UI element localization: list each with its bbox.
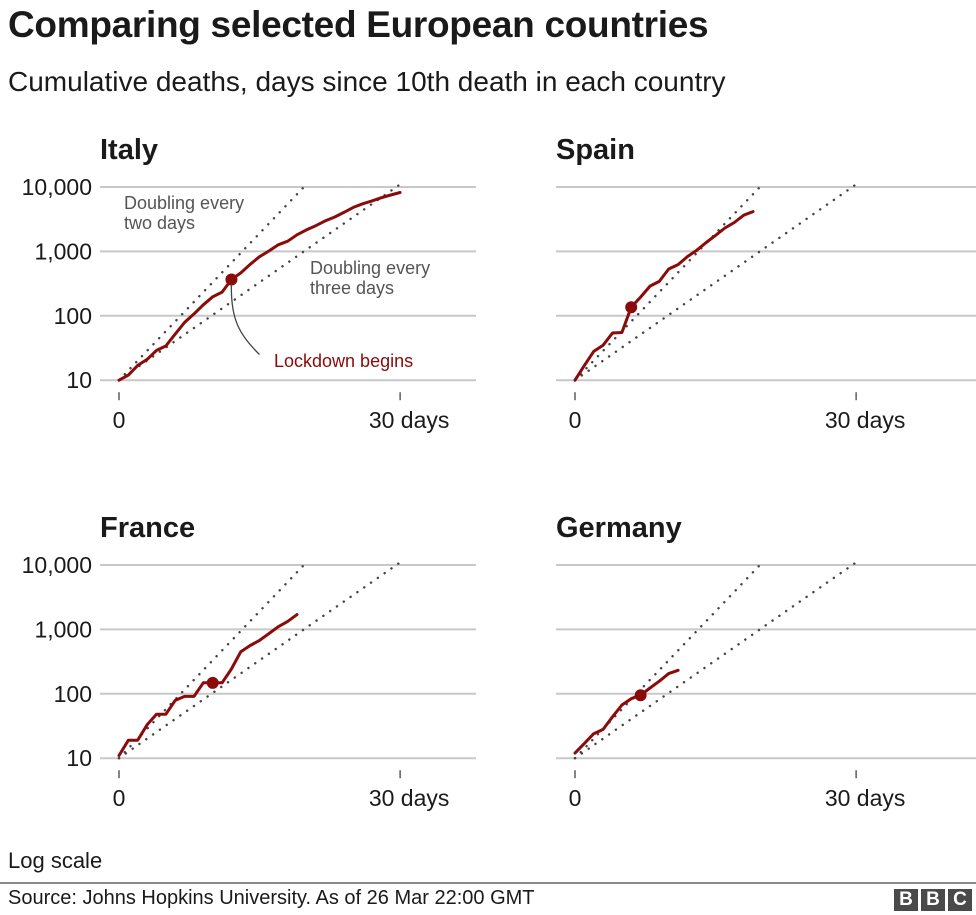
x-tick-label: 0 [569, 407, 582, 433]
x-tick-label: 30 days [369, 407, 450, 433]
x-tick-label: 0 [569, 785, 582, 811]
doubling-three-days-guide [573, 559, 861, 760]
y-tick-label: 1,000 [34, 616, 92, 642]
x-tick-label: 0 [113, 785, 126, 811]
annotation-two-days: two days [124, 213, 195, 233]
bbc-logo-letter: B [921, 889, 945, 911]
lockdown-marker [634, 689, 647, 702]
panel-germany: Germany 0 30 days [556, 512, 976, 811]
lockdown-marker [206, 676, 219, 689]
y-tick-label: 10,000 [22, 552, 92, 578]
panel-france: France 10 100 1,000 10,000 0 30 days [22, 512, 476, 811]
lockdown-marker [625, 301, 638, 314]
y-tick-label: 100 [54, 681, 92, 707]
annotation-three-days: Doubling every [310, 258, 430, 278]
y-tick-label: 1,000 [34, 238, 92, 264]
x-tick-label: 30 days [369, 785, 450, 811]
panel-spain: Spain 0 30 days [556, 134, 976, 433]
doubling-three-days-guide [117, 559, 405, 760]
chart-title: Comparing selected European countries [8, 4, 709, 45]
panel-title: Spain [556, 134, 635, 166]
panel-title: Italy [100, 134, 158, 166]
panel-italy: Italy 10 100 1,000 10,000 0 30 days Doubling ev… [22, 134, 476, 433]
series-line-spain [573, 210, 755, 382]
annotation-three-days: three days [310, 278, 394, 298]
panel-title: Germany [556, 512, 682, 544]
bbc-logo-letter: C [948, 889, 972, 911]
y-tick-label: 10,000 [22, 174, 92, 200]
doubling-two-days-guide [117, 559, 310, 760]
chart-subtitle: Cumulative deaths, days since 10th death… [8, 66, 726, 97]
x-tick-label: 0 [113, 407, 126, 433]
bbc-logo: B B C [894, 889, 972, 911]
doubling-two-days-guide [573, 181, 766, 382]
bbc-logo-letter: B [894, 889, 918, 911]
annotation-two-days: Doubling every [124, 193, 244, 213]
source-text: Source: Johns Hopkins University. As of … [8, 887, 535, 909]
lockdown-callout-line [230, 283, 260, 355]
y-tick-label: 100 [54, 303, 92, 329]
x-tick-label: 30 days [825, 407, 906, 433]
series-line-italy [117, 191, 402, 382]
footer-divider [0, 882, 976, 884]
panel-title: France [100, 512, 195, 544]
annotation-lockdown: Lockdown begins [274, 351, 413, 371]
log-scale-note: Log scale [8, 848, 103, 873]
y-tick-label: 10 [66, 745, 92, 771]
x-tick-label: 30 days [825, 785, 906, 811]
doubling-three-days-guide [573, 181, 861, 382]
lockdown-marker [225, 273, 238, 286]
y-tick-label: 10 [66, 367, 92, 393]
series-line-germany [573, 668, 680, 755]
